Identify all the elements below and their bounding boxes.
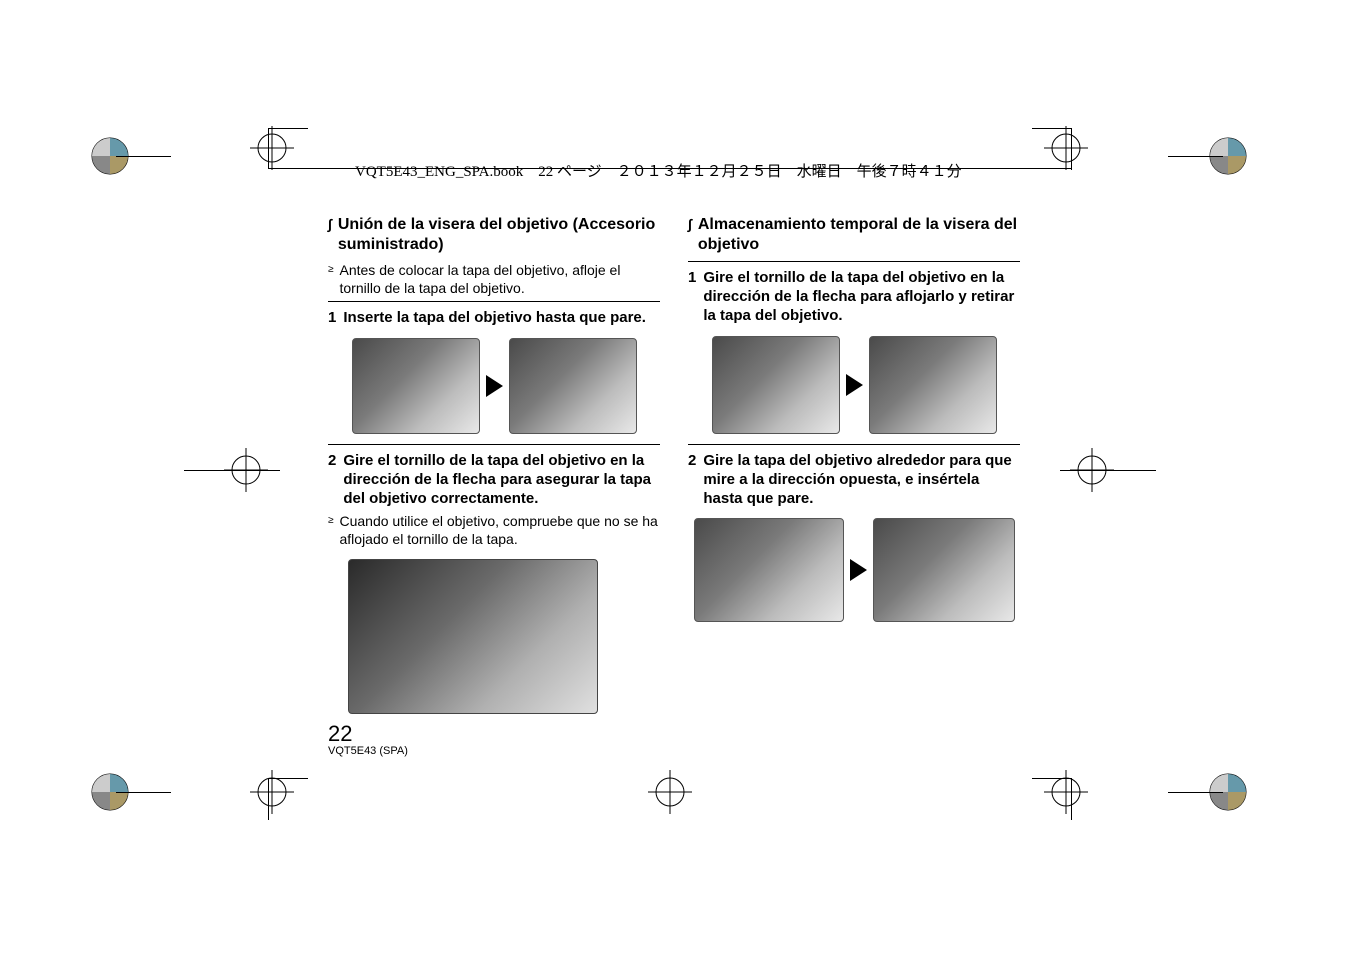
step-number: 2: [688, 451, 696, 470]
frame-line: [1032, 128, 1072, 129]
crop-line: [116, 156, 171, 157]
step-number: 1: [328, 308, 336, 327]
step-number: 1: [688, 268, 696, 287]
arrow-right-icon: [850, 559, 867, 581]
divider-line: [688, 444, 1020, 445]
frame-line: [1071, 128, 1072, 170]
camera-reverse-hood-image: [873, 518, 1015, 622]
frame-line: [1032, 778, 1072, 779]
frame-line: [268, 128, 269, 168]
registration-mark-icon: [1044, 770, 1088, 814]
left-step2-note: ≥ Cuando utilice el objetivo, compruebe …: [328, 512, 660, 548]
frame-line: [1071, 778, 1072, 820]
lens-hood-image: [509, 338, 637, 434]
arrow-right-icon: [486, 375, 503, 397]
divider-line: [328, 301, 660, 302]
bullet-dot-icon: ≥: [328, 512, 334, 530]
left-step2-note-text: Cuando utilice el objetivo, compruebe qu…: [340, 512, 661, 548]
header-book-info: VQT5E43_ENG_SPA.book 22 ページ ２０１３年１２月２５日 …: [355, 160, 962, 181]
square-bullet-icon: ∫: [328, 215, 332, 235]
step-number: 2: [328, 451, 336, 470]
crop-line: [1168, 156, 1223, 157]
left-step-1: 1 Inserte la tapa del objetivo hasta que…: [328, 308, 660, 327]
left-step1-text: Inserte la tapa del objetivo hasta que p…: [343, 308, 660, 327]
bullet-dot-icon: ≥: [328, 261, 334, 279]
left-step2-text: Gire el tornillo de la tapa del objetivo…: [343, 451, 660, 509]
right-step-1: 1 Gire el tornillo de la tapa del objeti…: [688, 268, 1020, 326]
left-heading-text: Unión de la visera del objetivo (Accesor…: [338, 215, 660, 255]
registration-mark-icon: [1044, 126, 1088, 170]
page-number: 22: [328, 721, 352, 747]
square-bullet-icon: ∫: [688, 215, 692, 235]
left-image-row-1: [328, 338, 660, 434]
camera-reverse-hood-image: [694, 518, 844, 622]
right-image-row-1: [688, 336, 1020, 434]
right-column: ∫ Almacenamiento temporal de la visera d…: [688, 215, 1020, 714]
crop-line: [116, 792, 171, 793]
registration-mark-icon: [250, 126, 294, 170]
left-intro-text: Antes de colocar la tapa del objetivo, a…: [340, 261, 661, 297]
left-heading: ∫ Unión de la visera del objetivo (Acces…: [328, 215, 660, 255]
right-heading: ∫ Almacenamiento temporal de la visera d…: [688, 215, 1020, 255]
left-intro-bullet: ≥ Antes de colocar la tapa del objetivo,…: [328, 261, 660, 297]
divider-line: [688, 261, 1020, 262]
right-step-2: 2 Gire la tapa del objetivo alrededor pa…: [688, 451, 1020, 509]
right-step2-text: Gire la tapa del objetivo alrededor para…: [703, 451, 1020, 509]
left-column: ∫ Unión de la visera del objetivo (Acces…: [328, 215, 660, 714]
lens-hood-image: [352, 338, 480, 434]
lens-hood-image: [869, 336, 997, 434]
frame-line: [268, 778, 308, 779]
crop-line: [1060, 470, 1156, 471]
left-step-2: 2 Gire el tornillo de la tapa del objeti…: [328, 451, 660, 509]
right-image-row-2: [688, 518, 1020, 622]
divider-line: [328, 444, 660, 445]
content-area: ∫ Unión de la visera del objetivo (Acces…: [328, 215, 1023, 714]
camera-lens-image: [348, 559, 598, 714]
crop-line: [184, 470, 280, 471]
registration-mark-icon: [250, 770, 294, 814]
frame-line: [268, 128, 308, 129]
crop-line: [1168, 792, 1223, 793]
doc-code: VQT5E43 (SPA): [328, 745, 408, 757]
registration-mark-icon: [648, 770, 692, 814]
lens-hood-image: [712, 336, 840, 434]
right-heading-text: Almacenamiento temporal de la visera del…: [698, 215, 1020, 255]
right-step1-text: Gire el tornillo de la tapa del objetivo…: [703, 268, 1020, 326]
frame-line: [268, 778, 269, 820]
arrow-right-icon: [846, 374, 863, 396]
